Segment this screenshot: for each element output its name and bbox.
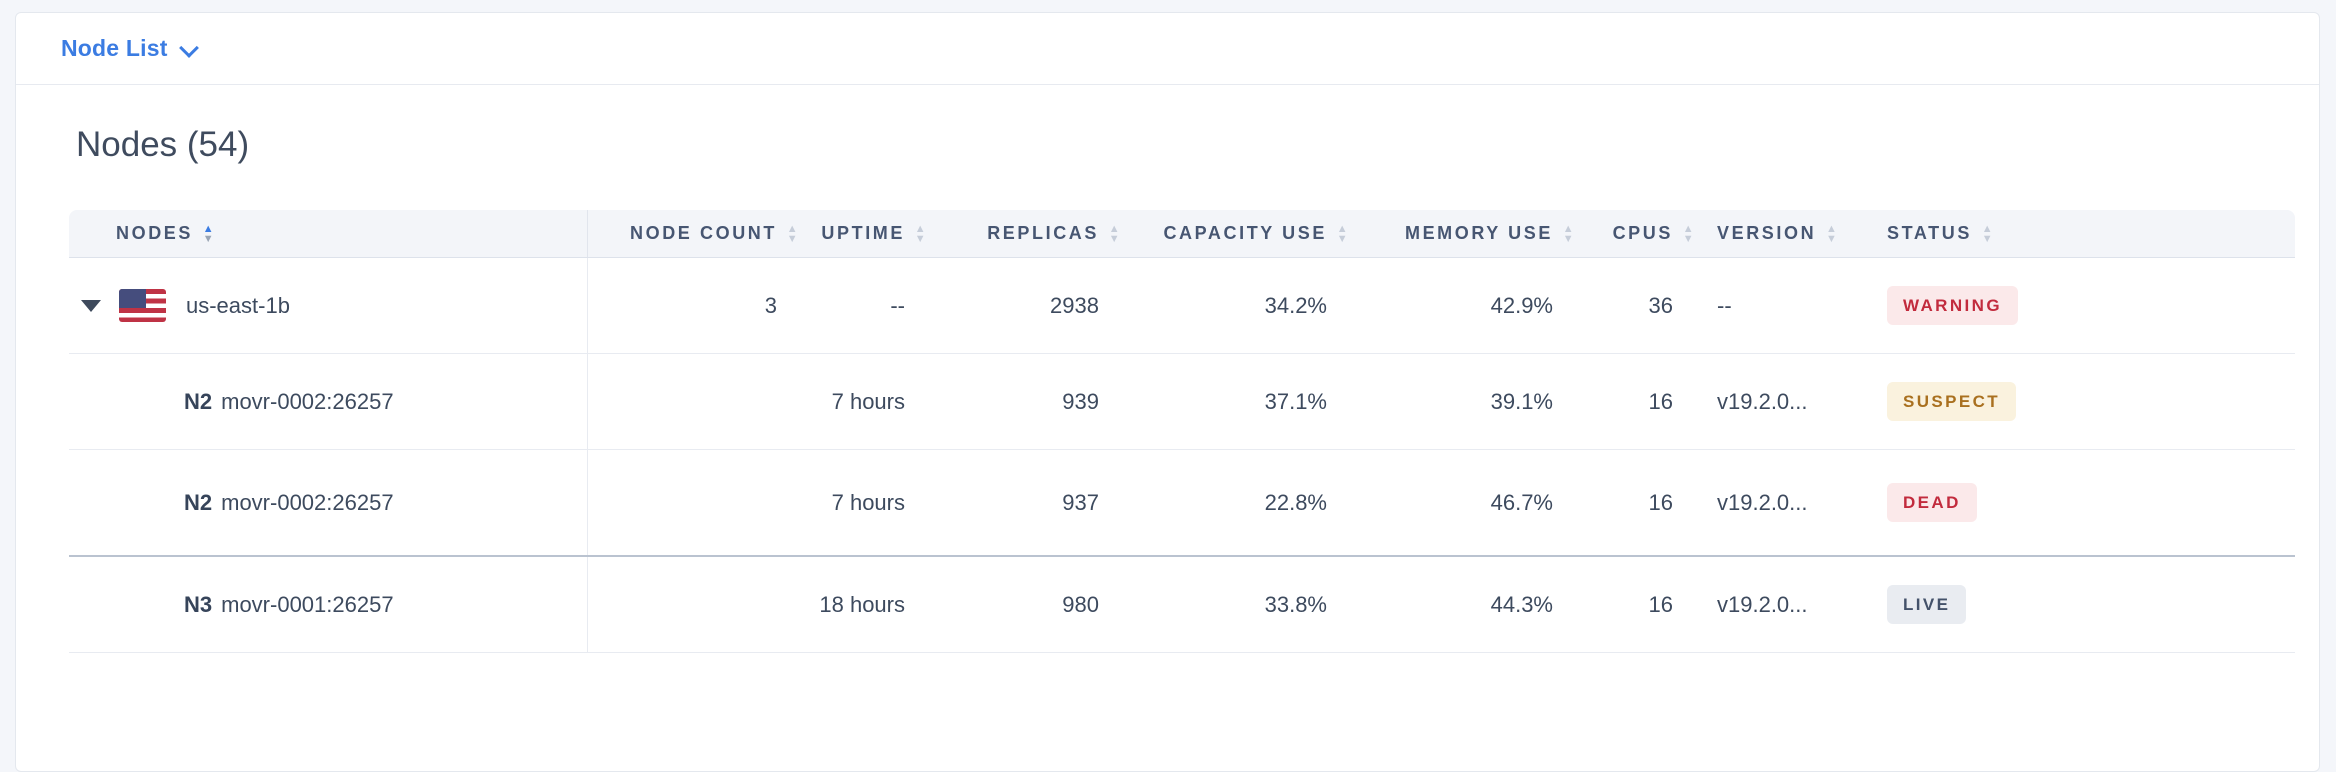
column-header-nodes[interactable]: NODES ▲ ▼ (69, 210, 588, 257)
region-row[interactable]: us-east-1b 3 -- 2938 34.2% 42.9% 36 -- WARNING (69, 258, 2295, 354)
status-cell: SUSPECT (1867, 382, 2295, 421)
column-header-memory_use[interactable]: MEMORY USE ▲ ▼ (1351, 210, 1577, 257)
nodes-cell: N2 movr-0002:26257 (69, 450, 588, 555)
chevron-down-icon (182, 41, 197, 56)
status-badge: SUSPECT (1887, 382, 2017, 421)
capacity-use-cell: 37.1% (1264, 388, 1327, 414)
memory-use-cell: 39.1% (1490, 388, 1553, 414)
node-row[interactable]: N2 movr-0002:26257 7 hours 937 22.8% 46.7% 16 v… (69, 450, 2295, 557)
node-id: N3 (184, 591, 213, 617)
sort-icon: ▲ ▼ (1825, 222, 1840, 245)
nodes-content: Nodes (54) NODES ▲ ▼ NODE COUNT ▲ ▼ UPTIME ▲ ▼ RE… (16, 122, 2319, 653)
version-cell: v19.2.0... (1717, 388, 1808, 414)
version-cell: v19.2.0... (1717, 591, 1808, 617)
replicas-cell: 980 (1062, 591, 1099, 617)
column-header-label: CAPACITY USE (1163, 223, 1327, 243)
node-address: movr-0002:26257 (221, 489, 394, 515)
column-header-label: MEMORY USE (1404, 223, 1553, 243)
table-body: us-east-1b 3 -- 2938 34.2% 42.9% 36 -- WARNING N2… (69, 258, 2295, 653)
column-header-label: NODES (116, 223, 194, 243)
cpus-cell: 16 (1648, 489, 1673, 515)
nodes-cell: N2 movr-0002:26257 (69, 354, 588, 449)
sort-icon: ▲ ▼ (1336, 222, 1351, 245)
region-name: us-east-1b (186, 292, 290, 318)
memory-use-cell: 44.3% (1490, 591, 1553, 617)
sort-icon: ▲ ▼ (1562, 222, 1577, 245)
node-address: movr-0002:26257 (221, 388, 394, 414)
column-header-capacity_use[interactable]: CAPACITY USE ▲ ▼ (1123, 210, 1351, 257)
replicas-cell: 937 (1062, 489, 1099, 515)
capacity-use-cell: 33.8% (1264, 591, 1327, 617)
version-cell: -- (1717, 292, 1732, 318)
node-count-cell: 3 (764, 292, 777, 318)
memory-use-cell: 46.7% (1490, 489, 1553, 515)
us-flag-icon (119, 289, 166, 322)
column-header-label: STATUS (1887, 223, 1972, 243)
column-header-status[interactable]: STATUS ▲ ▼ (1867, 210, 2295, 257)
node-id: N2 (184, 388, 213, 414)
node-list-card: Node List Nodes (54) NODES ▲ ▼ NODE COUNT ▲ ▼… (15, 12, 2320, 772)
nodes-cell: us-east-1b (69, 258, 588, 353)
status-cell: LIVE (1867, 585, 2295, 624)
replicas-cell: 2938 (1050, 292, 1099, 318)
status-badge: LIVE (1887, 585, 1967, 624)
page-title: Nodes (54) (76, 125, 250, 164)
column-header-node_count[interactable]: NODE COUNT ▲ ▼ (588, 210, 801, 257)
column-header-replicas[interactable]: REPLICAS ▲ ▼ (929, 210, 1123, 257)
uptime-cell: 18 hours (819, 591, 905, 617)
status-badge: DEAD (1887, 483, 1977, 522)
column-header-uptime[interactable]: UPTIME ▲ ▼ (801, 210, 929, 257)
sort-icon: ▲ ▼ (1108, 222, 1123, 245)
column-header-label: REPLICAS (987, 223, 1099, 243)
sort-icon: ▲ ▼ (914, 222, 929, 245)
column-header-label: UPTIME (821, 223, 905, 243)
uptime-cell: -- (890, 292, 905, 318)
replicas-cell: 939 (1062, 388, 1099, 414)
expand-collapse-icon[interactable] (81, 299, 101, 312)
status-cell: WARNING (1867, 286, 2295, 325)
node-list-dropdown-label[interactable]: Node List (61, 35, 168, 61)
cpus-cell: 16 (1648, 591, 1673, 617)
node-row[interactable]: N3 movr-0001:26257 18 hours 980 33.8% 44.3% 16… (69, 557, 2295, 653)
column-header-label: VERSION (1717, 223, 1817, 243)
nodes-table: NODES ▲ ▼ NODE COUNT ▲ ▼ UPTIME ▲ ▼ REPLICAS ▲ ▼ CAP… (69, 210, 2295, 653)
version-cell: v19.2.0... (1717, 489, 1808, 515)
capacity-use-cell: 22.8% (1264, 489, 1327, 515)
node-row[interactable]: N2 movr-0002:26257 7 hours 939 37.1% 39.1% 16 v… (69, 354, 2295, 450)
sort-icon: ▲ ▼ (1682, 222, 1697, 245)
sort-icon: ▲ ▼ (1981, 222, 1996, 245)
uptime-cell: 7 hours (831, 489, 905, 515)
node-list-dropdown[interactable]: Node List (16, 13, 2319, 85)
cpus-cell: 36 (1648, 292, 1673, 318)
table-header-row: NODES ▲ ▼ NODE COUNT ▲ ▼ UPTIME ▲ ▼ REPLICAS ▲ ▼ CAP… (69, 210, 2295, 258)
uptime-cell: 7 hours (831, 388, 905, 414)
node-id: N2 (184, 489, 213, 515)
sort-icon: ▲ ▼ (786, 222, 801, 245)
memory-use-cell: 42.9% (1490, 292, 1553, 318)
cpus-cell: 16 (1648, 388, 1673, 414)
node-address: movr-0001:26257 (221, 591, 394, 617)
column-header-label: NODE COUNT (630, 223, 777, 243)
column-header-version[interactable]: VERSION ▲ ▼ (1697, 210, 1867, 257)
sort-icon: ▲ ▼ (202, 222, 217, 245)
nodes-cell: N3 movr-0001:26257 (69, 557, 588, 652)
column-header-label: CPUS (1612, 223, 1673, 243)
status-badge: WARNING (1887, 286, 2018, 325)
status-cell: DEAD (1867, 483, 2295, 522)
capacity-use-cell: 34.2% (1264, 292, 1327, 318)
column-header-cpus[interactable]: CPUS ▲ ▼ (1577, 210, 1697, 257)
